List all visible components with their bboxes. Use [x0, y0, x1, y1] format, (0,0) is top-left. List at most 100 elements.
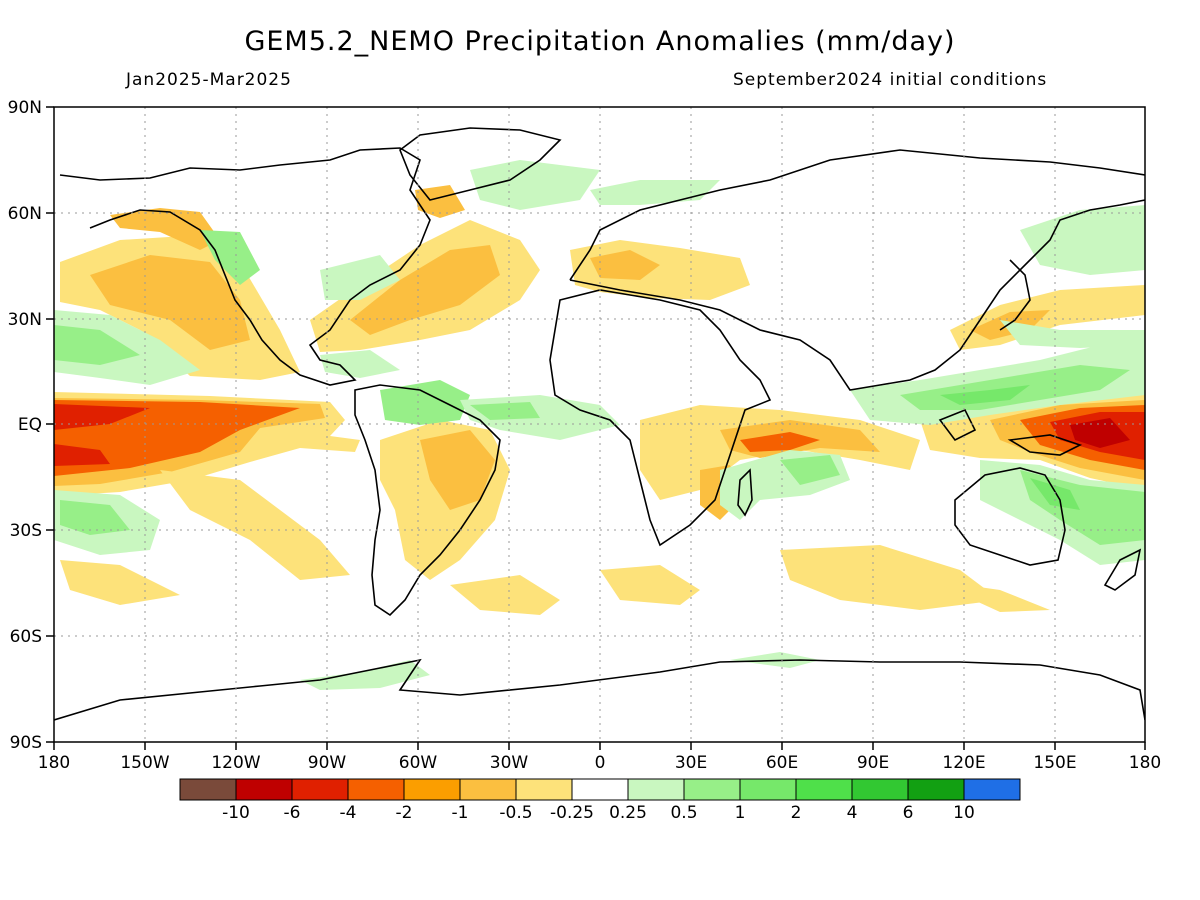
colorbar-swatch [571, 778, 629, 801]
anomaly-dry-sindian3 [930, 580, 1050, 612]
lon-label-150e: 150E [1033, 753, 1076, 773]
initial-conditions-label: September2024 initial conditions [733, 70, 1048, 90]
coastline-africa [549, 289, 772, 547]
anomaly-wet-antarctic2 [300, 660, 430, 690]
anomaly-wet-scand [590, 180, 720, 205]
latitude-labels: 90N 60N 30N EQ 30S 60S 90S [8, 98, 42, 753]
colorbar-swatch [907, 778, 965, 801]
anomaly-wet-maritime3 [940, 385, 1030, 405]
lon-label-180w: 180 [38, 753, 70, 773]
lon-label-90e: 90E [857, 753, 889, 773]
longitude-labels: 180 150W 120W 90W 60W 30W 0 30E 60E 90E … [38, 753, 1161, 773]
coastline-australia [954, 467, 1066, 566]
colorbar-swatch [235, 778, 293, 801]
lon-label-30w: 30W [490, 753, 529, 773]
anomaly-wet-nwatlantic [320, 255, 400, 300]
colorbar-label: 6 [903, 803, 914, 823]
colorbar-label: -6 [284, 803, 301, 823]
colorbar-swatch [179, 778, 237, 801]
colorbar-swatch [739, 778, 797, 801]
colorbar-swatch [403, 778, 461, 801]
anomaly-dry-pacific-red2 [54, 444, 110, 466]
anomaly-wet-nw-america [200, 230, 260, 285]
anomaly-dry-samerica-mid [420, 430, 495, 510]
colorbar-label: 0.25 [609, 803, 647, 823]
colorbar-swatch [291, 778, 349, 801]
lon-label-60e: 60E [766, 753, 798, 773]
anomaly-dry-sindian2 [780, 545, 1000, 610]
coastline-newzealand [1103, 548, 1142, 591]
colorbar-label: -10 [222, 803, 250, 823]
colorbar-swatch [963, 778, 1021, 801]
lon-label-120e: 120E [942, 753, 985, 773]
anomaly-dry-spacific [160, 470, 350, 580]
anomaly-dry-spacific2 [60, 560, 180, 605]
coastline-japan [999, 259, 1031, 331]
anomaly-dry-npacific-mid [90, 255, 250, 350]
coastline-antarctica [54, 658, 1145, 721]
colorbar [179, 778, 1021, 801]
anomaly-dry-sindian1 [600, 565, 700, 605]
lon-label-90w: 90W [308, 753, 347, 773]
anomaly-dry-med [590, 250, 660, 280]
coastline-north-america [59, 147, 431, 386]
anomaly-field [54, 160, 1145, 690]
colorbar-swatch [515, 778, 573, 801]
colorbar-label: -0.25 [550, 803, 594, 823]
anomaly-wet-npacific-west [1000, 320, 1145, 348]
colorbar-label: 1 [735, 803, 746, 823]
anomaly-dry-natlantic-mid [350, 245, 500, 335]
coastline-borneo [938, 408, 977, 442]
anomaly-wet-natl-north [470, 160, 600, 210]
colorbar-swatch [851, 778, 909, 801]
forecast-period: Jan2025-Mar2025 [126, 70, 292, 90]
anomaly-dry-alaska [110, 208, 220, 250]
lat-label-90s: 90S [10, 733, 42, 753]
anomaly-wet-indian-mid [780, 455, 840, 485]
lon-label-150w: 150W [120, 753, 169, 773]
colorbar-swatch [683, 778, 741, 801]
colorbar-label: -2 [396, 803, 413, 823]
axis-ticks [46, 106, 1146, 750]
lon-label-120w: 120W [211, 753, 260, 773]
anomaly-dry-satlantic [450, 575, 560, 615]
colorbar-label: -0.5 [499, 803, 532, 823]
anomaly-dry-pacific-red [54, 404, 150, 430]
lon-label-30e: 30E [675, 753, 707, 773]
map-title: GEM5.2_NEMO Precipitation Anomalies (mm/… [244, 26, 956, 57]
anomaly-dry-indian-orange [740, 432, 820, 452]
anomaly-wet-spacific2 [60, 500, 130, 535]
lon-label-0: 0 [595, 753, 606, 773]
lon-label-60w: 60W [399, 753, 438, 773]
lat-label-60n: 60N [8, 204, 42, 224]
colorbar-swatch [459, 778, 517, 801]
colorbar-label: -4 [340, 803, 357, 823]
lon-label-180e: 180 [1129, 753, 1161, 773]
graticule [54, 107, 1145, 742]
anomaly-wet-caribbean [320, 350, 400, 378]
lat-label-90n: 90N [8, 98, 42, 118]
colorbar-swatch [627, 778, 685, 801]
coastline-eurasia [569, 149, 1145, 391]
colorbar-swatch [795, 778, 853, 801]
anomaly-wet-nepacific-east [1020, 205, 1145, 275]
coastlines [54, 127, 1145, 721]
anomaly-dry-wpacific-core [1070, 418, 1130, 448]
colorbar-labels: -10 -6 -4 -2 -1 -0.5 -0.25 0.25 0.5 1 2 4 6 10 [222, 803, 975, 823]
lat-label-30n: 30N [8, 310, 42, 330]
lat-label-60s: 60S [10, 627, 42, 647]
colorbar-swatch [347, 778, 405, 801]
anomaly-wet-npacific-sub2 [54, 325, 140, 365]
coastline-newguinea [1007, 434, 1083, 456]
lat-label-30s: 30S [10, 521, 42, 541]
colorbar-label: -1 [452, 803, 469, 823]
coastline-madagascar [737, 468, 753, 517]
coastline-greenland [399, 127, 562, 201]
anomaly-wet-atlantic-itcz2 [470, 402, 540, 420]
anomaly-dry-greenland [415, 185, 465, 218]
coastline-south-america [354, 384, 501, 617]
colorbar-label: 0.5 [670, 803, 697, 823]
colorbar-label: 4 [847, 803, 858, 823]
lat-label-eq: EQ [18, 415, 42, 435]
